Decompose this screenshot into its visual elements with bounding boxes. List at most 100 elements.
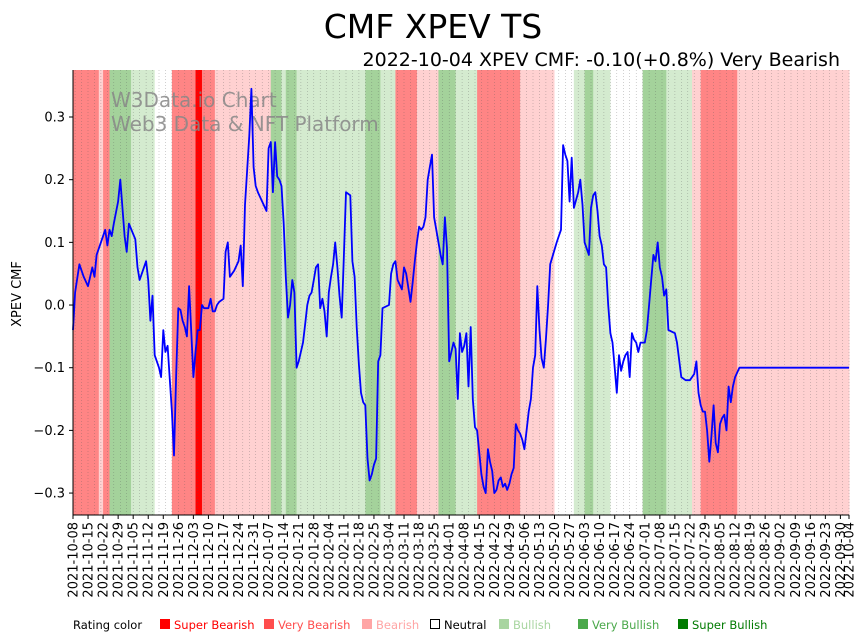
x-tick-label: 2022-08-05	[714, 522, 729, 598]
x-tick-label: 2022-04-15	[473, 522, 488, 598]
x-tick-label: 2021-12-10	[202, 522, 217, 598]
x-tick-label: 2022-04-22	[488, 522, 503, 598]
x-tick-label: 2022-04-01	[443, 522, 458, 598]
rating-band-bullish	[380, 70, 396, 515]
watermark-line-2: Web3 Data & NFT Platform	[111, 112, 379, 136]
x-tick-label: 2022-09-23	[819, 522, 834, 598]
rating-band-bearish	[98, 70, 104, 515]
x-tick-label: 2022-06-24	[623, 522, 638, 598]
x-tick-label: 2022-06-03	[578, 522, 593, 598]
x-tick-label: 2022-03-11	[398, 522, 413, 598]
x-tick-label: 2022-07-08	[653, 522, 668, 598]
rating-band-bearish	[737, 70, 850, 515]
x-tick-label: 2021-10-15	[82, 522, 97, 598]
x-tick-label: 2022-09-09	[789, 522, 804, 598]
rating-band-bullish	[281, 70, 287, 515]
x-tick-label: 2022-02-25	[367, 522, 382, 598]
legend-swatch	[430, 619, 440, 629]
x-tick-label: 2022-04-08	[458, 522, 473, 598]
rating-band-bearish	[692, 70, 702, 515]
rating-band-bullish	[666, 70, 693, 515]
legend-swatch	[678, 619, 688, 629]
x-tick-label: 2022-01-07	[262, 522, 277, 598]
rating-band-very-bullish	[642, 70, 667, 515]
chart-subtitle: 2022-10-04 XPEV CMF: -0.10(+0.8%) Very B…	[363, 49, 840, 71]
legend-label: Super Bearish	[174, 618, 255, 632]
legend-swatch	[362, 619, 372, 629]
legend-label: Very Bearish	[278, 618, 350, 632]
chart-title: CMF XPEV TS	[324, 7, 543, 46]
x-tick-label: 2022-04-29	[503, 522, 518, 598]
x-tick-label: 2022-03-18	[413, 522, 428, 598]
legend-label: Neutral	[444, 618, 486, 632]
x-tick-label: 2022-06-17	[608, 522, 623, 598]
rating-band-very-bearish	[73, 70, 100, 515]
x-tick-label: 2022-02-18	[352, 522, 367, 598]
rating-band-very-bearish	[395, 70, 418, 515]
y-tick-label: 0.3	[44, 111, 65, 126]
y-tick-label: 0.2	[44, 173, 65, 188]
y-tick-label: −0.2	[33, 424, 65, 439]
x-tick-label: 2022-08-19	[744, 522, 759, 598]
legend-label: Bearish	[376, 618, 419, 632]
y-tick-label: −0.1	[33, 361, 65, 376]
rating-band-very-bearish	[477, 70, 521, 515]
x-tick-label: 2021-10-08	[67, 522, 82, 598]
x-tick-label: 2022-01-14	[277, 522, 292, 598]
legend-swatch	[160, 619, 170, 629]
legend-swatch	[499, 619, 509, 629]
x-tick-label: 2022-10-04	[843, 522, 858, 598]
x-tick-label: 2021-12-03	[187, 522, 202, 598]
rating-band-bullish	[131, 70, 156, 515]
y-tick-label: −0.3	[33, 487, 65, 502]
x-tick-label: 2022-08-12	[729, 522, 744, 598]
rating-band-bearish	[416, 70, 439, 515]
legend-label: Bullish	[513, 618, 551, 632]
legend-label: Very Bullish	[592, 618, 659, 632]
rating-band-bullish	[573, 70, 586, 515]
rating-band-very-bearish	[103, 70, 111, 515]
x-tick-label: 2022-07-15	[668, 522, 683, 598]
x-tick-label: 2021-10-22	[97, 522, 112, 598]
x-tick-label: 2022-05-20	[548, 522, 563, 598]
legend-swatch	[264, 619, 274, 629]
x-tick-label: 2022-07-01	[638, 522, 653, 598]
x-tick-label: 2022-03-04	[383, 522, 398, 598]
x-tick-label: 2021-12-24	[232, 522, 247, 598]
cmf-series-line	[72, 87, 849, 494]
gridline-set	[74, 70, 850, 515]
x-tick-label: 2022-07-22	[683, 522, 698, 598]
y-axis-ticks: −0.3 −0.2 −0.1 0.0 0.1 0.2 0.3	[33, 111, 73, 502]
rating-band-very-bearish	[171, 70, 197, 515]
x-tick-label: 2021-11-05	[127, 522, 142, 598]
watermark-line-1: W3Data.io Chart	[111, 88, 277, 112]
x-tick-label: 2021-10-29	[112, 522, 127, 598]
legend-swatch	[578, 619, 588, 629]
rating-band-very-bearish	[700, 70, 738, 515]
y-tick-label: 0.1	[44, 236, 65, 251]
x-tick-label: 2021-11-26	[172, 522, 187, 598]
x-tick-label: 2022-05-13	[533, 522, 548, 598]
x-tick-label: 2022-03-25	[428, 522, 443, 598]
rating-band-neutral	[554, 70, 575, 515]
x-tick-label: 2022-07-29	[699, 522, 714, 598]
rating-band-bullish	[296, 70, 366, 515]
x-tick-label: 2022-08-26	[759, 522, 774, 598]
x-tick-label: 2021-11-12	[142, 522, 157, 598]
rating-band-very-bearish	[201, 70, 216, 515]
legend-label: Super Bullish	[692, 618, 767, 632]
x-tick-label: 2022-01-28	[307, 522, 322, 598]
rating-band-super-bearish	[195, 70, 203, 515]
rating-band-very-bullish	[270, 70, 283, 515]
rating-legend: Rating color Super Bearish Very Bearish Bea…	[73, 618, 767, 632]
x-tick-label: 2021-12-31	[247, 522, 262, 598]
y-tick-label: 0.0	[44, 299, 65, 314]
rating-band-neutral	[610, 70, 644, 515]
x-tick-label: 2022-09-02	[774, 522, 789, 598]
x-tick-label: 2022-02-04	[322, 522, 337, 598]
x-tick-label: 2022-02-11	[337, 522, 352, 598]
x-tick-label: 2022-09-16	[804, 522, 819, 598]
x-tick-label: 2022-05-27	[563, 522, 578, 598]
vertical-gridlines	[74, 70, 850, 515]
